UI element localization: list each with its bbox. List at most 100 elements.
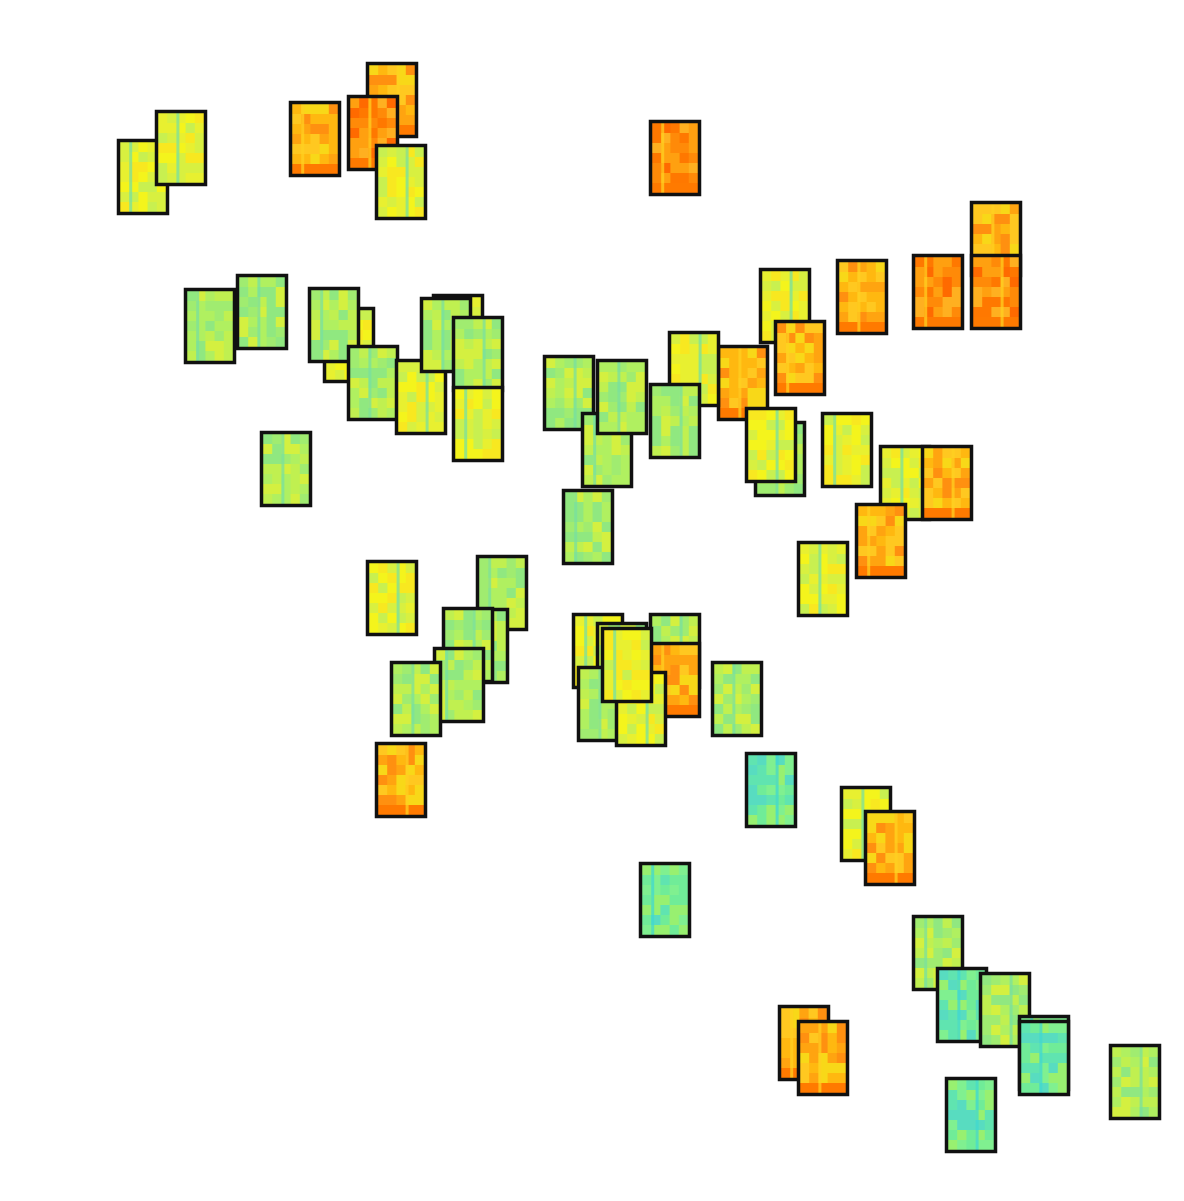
thumbnail-cell (975, 1110, 986, 1121)
thumbnail-cell (398, 412, 408, 423)
scatter-point (854, 502, 908, 580)
thumbnail-cell (359, 158, 369, 169)
thumbnail-cell (608, 372, 618, 383)
thumbnail-cell (281, 484, 291, 495)
thumbnail-cell (301, 144, 311, 155)
thumbnail-cell (546, 408, 556, 419)
thumbnail-cell (729, 368, 739, 379)
thumbnail-cell (187, 311, 197, 322)
thumbnail-cell (223, 341, 234, 352)
thumbnail-cell (777, 383, 787, 394)
thumbnail-cell (885, 566, 896, 577)
thumbnail-cell (214, 351, 225, 362)
thumbnail-cell (396, 765, 406, 776)
thumbnail-cell (248, 287, 258, 298)
thumbnail-cell (601, 502, 612, 513)
thumbnail-cell (589, 709, 599, 720)
thumbnail-cell (378, 85, 388, 96)
thumbnail-cell (866, 312, 877, 323)
thumbnail-cell (472, 630, 483, 641)
thumbnail-cell (689, 344, 699, 355)
thumbnail-cell (652, 143, 662, 154)
thumbnail-cell (652, 655, 662, 666)
thumbnail-cell (942, 928, 953, 939)
thumbnail-cell (942, 287, 953, 298)
thumbnail-cell (933, 948, 943, 959)
thumbnail-cell (310, 104, 320, 115)
thumbnail-cell (420, 664, 431, 675)
thumbnail-cell (707, 384, 718, 395)
thumbnail-cell (951, 307, 962, 318)
thumbnail-cell (1009, 257, 1020, 268)
thumbnail-cell (223, 311, 234, 322)
thumbnail-cell (378, 745, 388, 756)
thumbnail-cell (679, 183, 690, 194)
thumbnail-cell (652, 665, 662, 676)
thumbnail-cell (852, 849, 862, 860)
thumbnail-cell (870, 799, 881, 810)
thumbnail-cell (607, 719, 618, 730)
thumbnail-cell (651, 915, 661, 926)
thumbnail-cell (1030, 1023, 1040, 1034)
thumbnail-cell (688, 416, 699, 427)
thumbnail-cell (575, 616, 585, 627)
thumbnail-cell (445, 660, 455, 671)
thumbnail-cell (678, 905, 689, 916)
thumbnail-cell (627, 734, 637, 745)
thumbnail-cell (281, 494, 291, 505)
thumbnail-cell (867, 536, 877, 547)
thumbnail-cell (984, 1110, 995, 1121)
thumbnail-cell (593, 465, 603, 476)
thumbnail-cell (583, 522, 593, 533)
thumbnail-cell (640, 660, 651, 671)
thumbnail-cell (747, 368, 758, 379)
thumbnail-cell (982, 214, 992, 225)
thumbnail-cell (645, 724, 656, 735)
thumbnail-cell (1057, 1083, 1068, 1094)
thumbnail-cell (620, 445, 631, 456)
thumbnail-cell (642, 905, 652, 916)
thumbnail-cell (654, 674, 665, 685)
thumbnail-stripe (405, 745, 409, 815)
thumbnail-cell (775, 795, 786, 806)
thumbnail-cell (876, 556, 886, 567)
thumbnail-cell (472, 660, 483, 671)
thumbnail-cell (299, 454, 310, 465)
thumbnail-cell (396, 603, 407, 614)
thumbnail-cell (781, 1068, 791, 1079)
thumbnail-border (820, 411, 874, 489)
thumbnail-cell (589, 669, 599, 680)
thumbnail-stripe (924, 918, 928, 988)
scatter-marks (116, 61, 1162, 1154)
thumbnail-cell (848, 262, 858, 273)
thumbnail-cell (377, 368, 388, 379)
thumbnail-cell (966, 1020, 977, 1031)
thumbnail-cell (670, 446, 680, 457)
thumbnail-cell (798, 311, 809, 322)
thumbnail-cell (948, 1140, 958, 1151)
thumbnail-cell (441, 350, 451, 361)
thumbnail-cell (885, 823, 895, 834)
thumbnail-cell (1039, 1023, 1049, 1034)
thumbnail-cell (573, 388, 584, 399)
thumbnail-cell (454, 610, 464, 621)
thumbnail-cell (678, 925, 689, 936)
thumbnail-cell (580, 729, 590, 740)
thumbnail-cell (894, 843, 905, 854)
thumbnail-cell (387, 765, 397, 776)
thumbnail-cell (455, 329, 465, 340)
thumbnail-cell (861, 789, 871, 800)
thumbnail-cell (387, 583, 397, 594)
thumbnail-cell (707, 394, 718, 405)
thumbnail-cell (809, 604, 819, 615)
thumbnail-cell (613, 670, 623, 681)
thumbnail-cell (573, 418, 584, 429)
thumbnail-cell (362, 330, 373, 341)
thumbnail-cell (973, 257, 983, 268)
thumbnail-cell (464, 439, 474, 450)
thumbnail-cell (378, 157, 388, 168)
thumbnail-cell (786, 353, 796, 364)
thumbnail-cell (652, 406, 662, 417)
thumbnail-cell (396, 785, 406, 796)
thumbnail-cell (924, 468, 934, 479)
